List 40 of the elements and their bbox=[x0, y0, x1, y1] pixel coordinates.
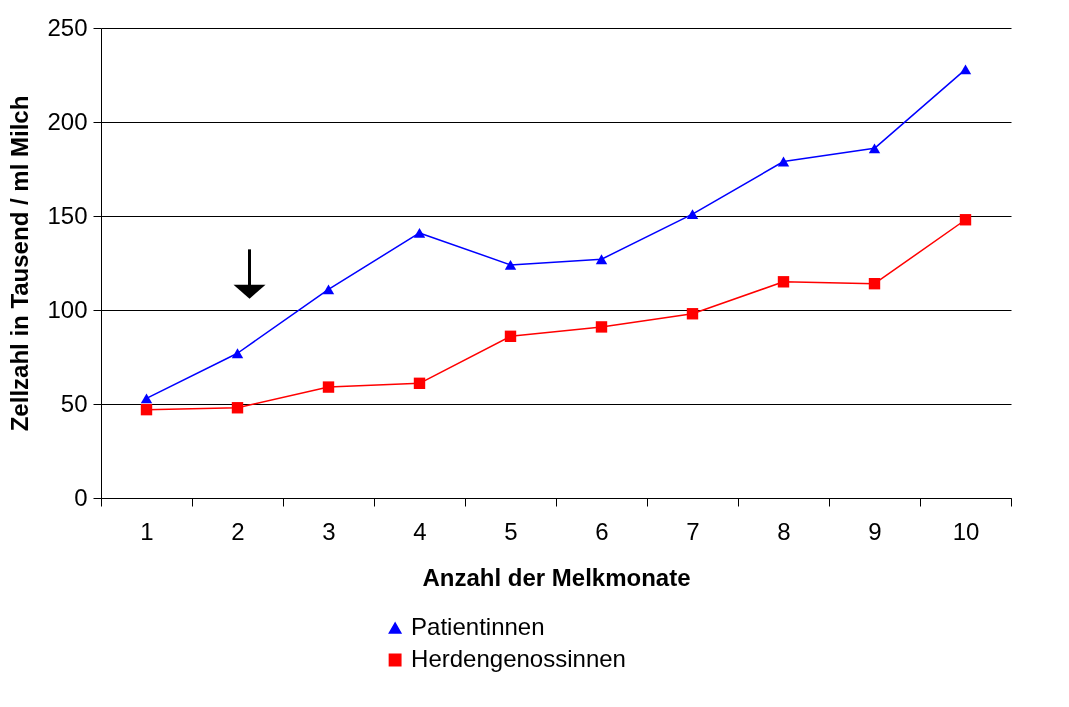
point bbox=[595, 321, 608, 333]
x-tick-label: 7 bbox=[686, 517, 700, 545]
x-tick-label: 1 bbox=[140, 517, 154, 545]
point bbox=[504, 259, 517, 270]
x-tick-label: 5 bbox=[504, 517, 518, 545]
point bbox=[686, 308, 699, 320]
point bbox=[322, 284, 335, 295]
point bbox=[777, 156, 790, 167]
point bbox=[959, 64, 972, 75]
point bbox=[140, 393, 153, 404]
point bbox=[231, 348, 244, 359]
legend-label: Herdengenossinnen bbox=[411, 645, 626, 672]
y-tick-label: 150 bbox=[47, 201, 88, 229]
point bbox=[413, 227, 426, 238]
y-tick-label: 250 bbox=[47, 13, 88, 41]
x-tick-label: 9 bbox=[868, 517, 882, 545]
point bbox=[140, 403, 153, 416]
x-tick-label: 3 bbox=[322, 517, 336, 545]
x-axis-title: Anzahl der Melkmonate bbox=[422, 563, 691, 591]
y-tick-label: 0 bbox=[74, 483, 88, 511]
x-tick-label: 10 bbox=[952, 517, 980, 545]
legend-label: Patientinnen bbox=[411, 613, 545, 640]
x-tick-label: 6 bbox=[595, 517, 609, 545]
y-tick-label: 50 bbox=[60, 389, 88, 417]
x-tick-label: 8 bbox=[777, 517, 791, 545]
y-axis-title: Zellzahl in Tausend / ml Milch bbox=[6, 95, 34, 432]
point bbox=[504, 330, 517, 343]
y-tick-label: 200 bbox=[47, 107, 88, 135]
y-tick-label: 100 bbox=[47, 295, 88, 323]
point bbox=[686, 209, 699, 220]
x-tick-label: 4 bbox=[413, 517, 427, 545]
point bbox=[231, 402, 244, 414]
point bbox=[868, 277, 881, 290]
x-tick-label: 2 bbox=[231, 517, 245, 545]
point bbox=[959, 214, 972, 226]
point bbox=[595, 254, 608, 265]
point bbox=[322, 381, 335, 393]
point bbox=[868, 143, 881, 154]
point bbox=[777, 276, 790, 288]
point bbox=[413, 377, 426, 390]
